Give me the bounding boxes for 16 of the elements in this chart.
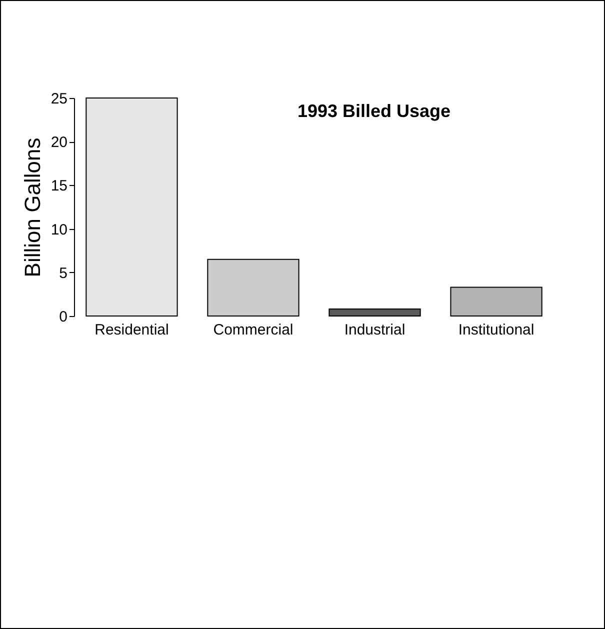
bar xyxy=(86,98,178,316)
y-tick-label: 20 xyxy=(50,134,68,152)
x-tick-label: Residential xyxy=(94,322,169,338)
y-tick-label: 15 xyxy=(50,178,68,195)
y-axis-title: Billion Gallons xyxy=(20,138,45,278)
x-tick-label: Industrial xyxy=(344,322,406,338)
bar xyxy=(450,286,542,316)
y-tick-label: 5 xyxy=(59,264,68,282)
bar xyxy=(207,258,300,316)
y-tick-label: 25 xyxy=(50,90,68,108)
bar xyxy=(328,308,421,316)
x-tick-label: Commercial xyxy=(213,322,294,338)
y-tick-label: 10 xyxy=(50,221,68,238)
x-tick-label: Institutional xyxy=(458,322,534,338)
y-tick-label: 0 xyxy=(59,308,68,326)
chart-title: 1993 Billed Usage xyxy=(297,101,451,121)
